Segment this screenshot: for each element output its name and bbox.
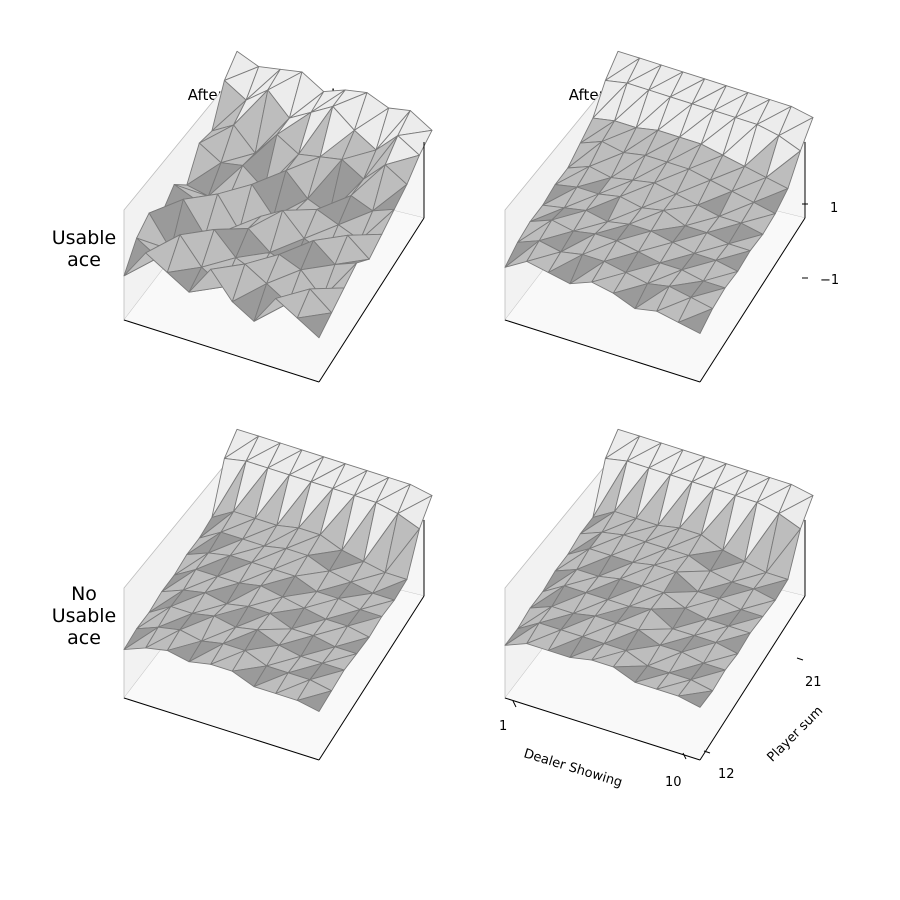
z-tick-label-bottom: −1 bbox=[820, 273, 839, 288]
surface-facet bbox=[296, 312, 333, 339]
z-tick-label-top: 1 bbox=[830, 201, 838, 216]
z-axis: 1 −1 bbox=[802, 201, 839, 288]
x-tick-label-last: 10 bbox=[665, 775, 682, 790]
surface-plot-no-usable-10k bbox=[123, 428, 433, 761]
surface-plot-usable-50k bbox=[504, 50, 814, 383]
surface-plot-usable-10k bbox=[123, 50, 433, 383]
row-label-no-usable-ace-line2: Usable bbox=[52, 605, 116, 627]
x-tick-label-first: 1 bbox=[499, 719, 507, 734]
row-label-no-usable-ace-line3: ace bbox=[67, 627, 101, 649]
surface-plot-no-usable-50k bbox=[504, 428, 814, 761]
y-tick-label-first: 12 bbox=[718, 767, 735, 782]
x-axis-line bbox=[123, 697, 320, 761]
y-tick-label-last: 21 bbox=[805, 675, 822, 690]
y-axis-label: Player sum bbox=[765, 704, 827, 766]
y-axis-line bbox=[318, 595, 425, 761]
y-axis-line bbox=[318, 217, 425, 383]
surface-facet bbox=[677, 308, 714, 334]
y-axis-line bbox=[699, 217, 806, 383]
x-axis-line bbox=[504, 697, 701, 761]
surface-facet bbox=[677, 690, 714, 708]
surface-facet bbox=[296, 690, 333, 712]
x-axis-line bbox=[504, 319, 701, 383]
row-label-no-usable-ace-line1: No bbox=[71, 583, 97, 605]
x-axis-label: Dealer Showing bbox=[522, 746, 624, 790]
x-axis-line bbox=[123, 319, 320, 383]
y-axis-line bbox=[699, 595, 806, 761]
row-label-usable-ace-line1: Usable bbox=[52, 227, 116, 249]
row-label-usable-ace-line2: ace bbox=[67, 249, 101, 271]
